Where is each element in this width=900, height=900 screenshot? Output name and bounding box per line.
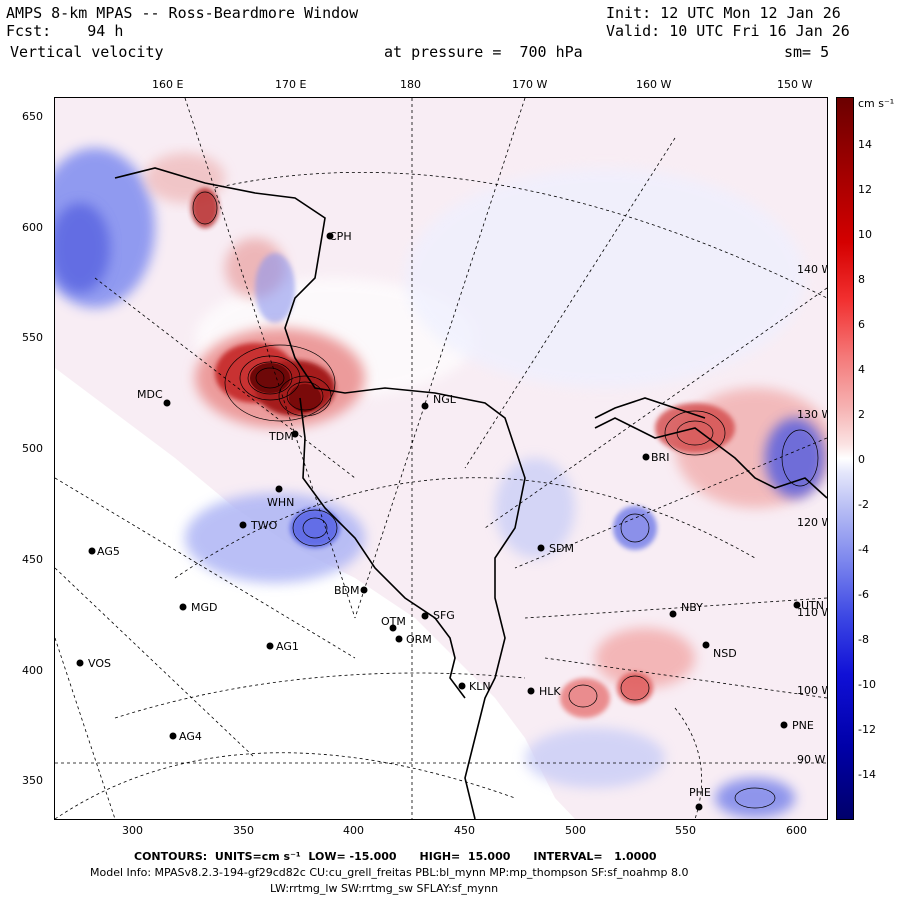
vertical-velocity-map: CPH NGL MDC TDM WHN TWO AG5 SDM BDM MGD … bbox=[54, 97, 828, 820]
x-tick-400: 400 bbox=[343, 824, 364, 837]
colorbar-label-neg14: -14 bbox=[858, 768, 876, 781]
colorbar-label-neg12: -12 bbox=[858, 723, 876, 736]
model-info: Model Info: MPASv8.2.3-194-gf29cd82c CU:… bbox=[90, 866, 689, 879]
station-label-otm: OTM bbox=[381, 615, 406, 628]
colorbar-label-10: 10 bbox=[858, 228, 872, 241]
colorbar-label-6: 6 bbox=[858, 318, 865, 331]
station-label-utn: UTN bbox=[801, 599, 824, 612]
meridian-label-90w: 90 W bbox=[797, 753, 826, 766]
valid-time: Valid: 10 UTC Fri 16 Jan 26 bbox=[606, 22, 850, 40]
colorbar-label-neg10: -10 bbox=[858, 678, 876, 691]
model-info-line2: LW:rrtmg_lw SW:rrtmg_sw SFLAY:sf_mynn bbox=[270, 882, 499, 895]
y-tick-500: 500 bbox=[22, 442, 43, 455]
x-tick-600: 600 bbox=[786, 824, 807, 837]
station-label-vos: VOS bbox=[88, 657, 111, 670]
y-tick-450: 450 bbox=[22, 553, 43, 566]
y-tick-600: 600 bbox=[22, 221, 43, 234]
station-label-bdm: BDM bbox=[334, 584, 360, 597]
field-name: Vertical velocity bbox=[10, 43, 164, 61]
lon-tick-170w: 170 W bbox=[512, 78, 548, 91]
coastline bbox=[114, 167, 827, 819]
colorbar-label-14: 14 bbox=[858, 138, 872, 151]
station-label-orm: ORM bbox=[406, 633, 432, 646]
station-label-sfg: SFG bbox=[433, 609, 455, 622]
colorbar-label-neg2: -2 bbox=[858, 498, 869, 511]
colorbar-label-neg4: -4 bbox=[858, 543, 869, 556]
station-label-nsd: NSD bbox=[713, 647, 737, 660]
station-label-mdc: MDC bbox=[137, 388, 163, 401]
meridian-label-100w: 100 W bbox=[797, 684, 827, 697]
station-label-ngl: NGL bbox=[433, 393, 456, 406]
station-markers bbox=[76, 232, 801, 811]
station-label-mgd: MGD bbox=[191, 601, 218, 614]
contour-info: CONTOURS: UNITS=cm s⁻¹ LOW= -15.000 HIGH… bbox=[134, 850, 657, 863]
x-tick-450: 450 bbox=[454, 824, 475, 837]
colorbar-label-neg6: -6 bbox=[858, 588, 869, 601]
y-tick-650: 650 bbox=[22, 110, 43, 123]
smoothing-value: sm= 5 bbox=[784, 43, 830, 61]
lon-tick-170e: 170 E bbox=[275, 78, 307, 91]
velocity-contours bbox=[192, 191, 819, 809]
meridian-label-130w: 130 W bbox=[797, 408, 827, 421]
y-tick-350: 350 bbox=[22, 774, 43, 787]
lon-tick-160e: 160 E bbox=[152, 78, 184, 91]
lon-tick-160w: 160 W bbox=[636, 78, 672, 91]
lon-tick-150w: 150 W bbox=[777, 78, 813, 91]
init-time: Init: 12 UTC Mon 12 Jan 26 bbox=[606, 4, 841, 22]
lon-tick-180: 180 bbox=[400, 78, 421, 91]
colorbar-label-8: 8 bbox=[858, 273, 865, 286]
colorbar-label-0: 0 bbox=[858, 453, 865, 466]
station-label-pne: PNE bbox=[792, 719, 814, 732]
meridian-label-140w: 140 W bbox=[797, 263, 827, 276]
station-label-hlk: HLK bbox=[539, 685, 561, 698]
colorbar-label-neg8: -8 bbox=[858, 633, 869, 646]
station-label-ag4: AG4 bbox=[179, 730, 202, 743]
station-label-tdm: TDM bbox=[269, 430, 294, 443]
station-label-bri: BRI bbox=[651, 451, 670, 464]
colorbar-label-12: 12 bbox=[858, 183, 872, 196]
station-label-whn: WHN bbox=[267, 496, 295, 509]
station-label-nby: NBY bbox=[681, 601, 703, 614]
station-label-kln: KLN bbox=[469, 680, 491, 693]
forecast-hour: Fcst: 94 h bbox=[6, 22, 124, 40]
colorbar-label-4: 4 bbox=[858, 363, 865, 376]
station-label-two: TWO bbox=[251, 519, 278, 532]
colorbar-units: cm s⁻¹ bbox=[858, 97, 895, 110]
pressure-level: at pressure = 700 hPa bbox=[384, 43, 583, 61]
colorbar bbox=[836, 97, 854, 820]
x-tick-550: 550 bbox=[675, 824, 696, 837]
station-label-cph: CPH bbox=[329, 230, 352, 243]
meridian-label-110w: 110 W bbox=[797, 606, 827, 619]
x-tick-300: 300 bbox=[122, 824, 143, 837]
station-label-ag5: AG5 bbox=[97, 545, 120, 558]
station-label-sdm: SDM bbox=[549, 542, 574, 555]
strong-ascent-cell bbox=[195, 328, 365, 428]
colorbar-label-2: 2 bbox=[858, 408, 865, 421]
y-tick-550: 550 bbox=[22, 331, 43, 344]
map-title: AMPS 8-km MPAS -- Ross-Beardmore Window bbox=[6, 4, 359, 22]
weak-field-shading bbox=[55, 98, 827, 819]
x-tick-350: 350 bbox=[233, 824, 254, 837]
station-label-phe: PHE bbox=[689, 786, 711, 799]
station-label-ag1: AG1 bbox=[276, 640, 299, 653]
x-tick-500: 500 bbox=[565, 824, 586, 837]
y-tick-400: 400 bbox=[22, 664, 43, 677]
meridian-label-120w: 120 W bbox=[797, 516, 827, 529]
